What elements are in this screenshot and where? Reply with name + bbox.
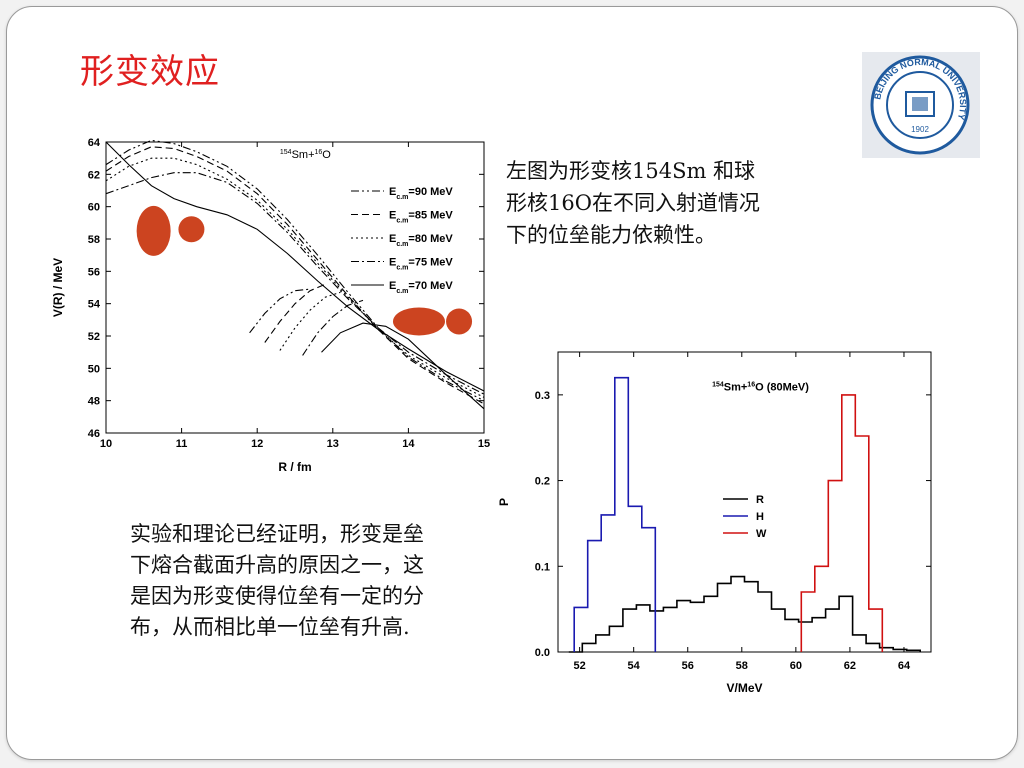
y-tick-label: 0.1 [535, 561, 550, 573]
x-tick-label: 62 [844, 660, 856, 672]
x-tick-label: 64 [898, 660, 911, 672]
series-lower-branch [249, 288, 311, 334]
x-tick-label: 11 [176, 438, 188, 450]
x-tick-label: 52 [573, 660, 585, 672]
y-tick-label: 56 [88, 266, 100, 278]
series-line [105, 139, 485, 402]
legend-label: W [756, 528, 767, 540]
x-tick-label: 13 [327, 438, 339, 450]
y-tick-label: 64 [88, 137, 101, 149]
y-tick-label: 60 [88, 202, 100, 214]
y-tick-label: 62 [88, 169, 100, 181]
barrier-distribution-chart: 52 54 56 58 60 62 64 0.0 0.1 0.2 0.3 V/MeV P 154Sm+16… [497, 351, 932, 695]
legend-label: Ec.m=90 MeV [389, 186, 453, 201]
spherical-nucleus-left [178, 216, 205, 243]
x-tick-label: 10 [100, 438, 112, 450]
series-lower-branch [321, 322, 485, 410]
y-tick-label: 50 [88, 363, 100, 375]
y-tick-label: 46 [88, 428, 100, 440]
university-logo: BEIJING NORMAL UNIVERSITY 1902 [862, 52, 980, 158]
y-tick-label: 0.0 [535, 647, 550, 659]
legend-label: H [756, 511, 764, 523]
x-tick-label: 60 [790, 660, 802, 672]
y-tick-label: 54 [88, 299, 101, 311]
y-axis-label: V(R) / MeV [51, 258, 65, 317]
system-annotation: 154Sm+16O (80MeV) [712, 382, 809, 394]
histogram-R [568, 575, 921, 653]
x-tick-label: 15 [478, 438, 490, 450]
deformed-nucleus-horizontal [392, 307, 445, 336]
spherical-nucleus-right [446, 308, 473, 335]
x-tick-label: 56 [682, 660, 694, 672]
series-line [105, 172, 485, 395]
system-annotation: 154Sm+16O [280, 149, 331, 161]
description-bottom: 实验和理论已经证明，形变是垒下熔合截面升高的原因之一，这是因为形变使得位垒有一定… [130, 522, 424, 639]
slide [6, 6, 1018, 760]
slide-title: 形变效应 [80, 52, 220, 92]
x-tick-label: 14 [402, 438, 415, 450]
series-line [105, 146, 485, 405]
x-axis-label: R / fm [278, 460, 311, 474]
legend-label: Ec.m=70 MeV [389, 280, 453, 295]
y-tick-label: 0.2 [535, 476, 550, 488]
x-axis-label: V/MeV [726, 681, 762, 695]
legend-label: Ec.m=75 MeV [389, 257, 453, 272]
series-lower-branch [302, 299, 364, 356]
y-tick-label: 52 [88, 331, 100, 343]
plot-frame [557, 351, 932, 653]
series-line [105, 141, 485, 392]
histogram-W [800, 394, 884, 652]
logo-year: 1902 [911, 125, 929, 134]
histogram-H [573, 376, 657, 652]
barrier-potential-chart: 10 11 12 13 14 15 46 48 50 52 54 56 58 60 62 64 R / fm V(… [51, 137, 490, 474]
series-lower-branch [279, 291, 341, 351]
plot-frame [105, 141, 485, 434]
x-tick-label: 54 [628, 660, 641, 672]
description-top: 左图为形变核154Sm 和球形核16O在不同入射道情况下的位垒能力依赖性。 [506, 159, 760, 247]
legend-label: Ec.m=80 MeV [389, 233, 453, 248]
series-lower-branch [264, 283, 326, 343]
x-tick-label: 58 [736, 660, 748, 672]
legend-label: R [756, 494, 764, 506]
x-tick-label: 12 [251, 438, 263, 450]
legend-label: Ec.m=85 MeV [389, 210, 453, 225]
y-tick-label: 48 [88, 396, 100, 408]
y-axis-label: P [497, 498, 511, 506]
y-tick-label: 58 [88, 234, 100, 246]
deformed-nucleus-vertical [136, 205, 171, 256]
y-tick-label: 0.3 [535, 390, 550, 402]
